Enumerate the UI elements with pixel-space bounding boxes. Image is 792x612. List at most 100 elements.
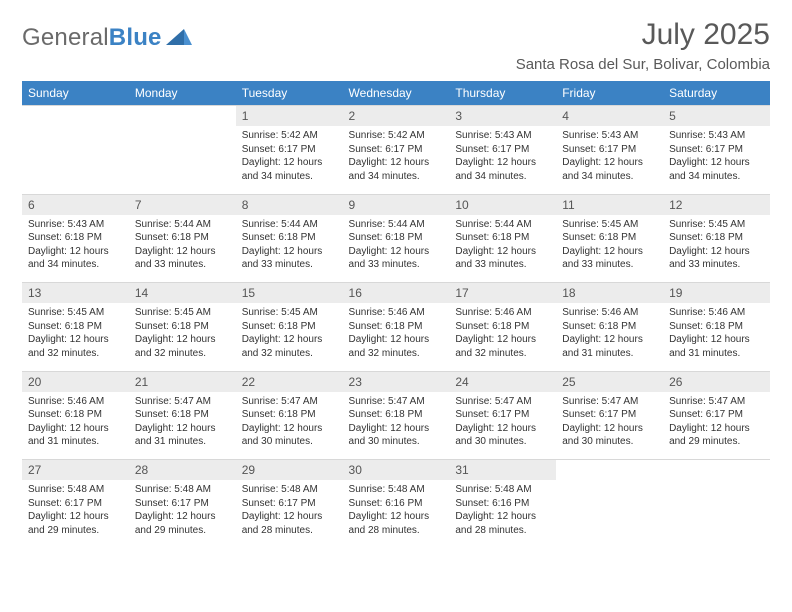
- day-detail-cell: Sunrise: 5:42 AMSunset: 6:17 PMDaylight:…: [343, 126, 450, 194]
- day-sunrise: Sunrise: 5:43 AM: [455, 129, 550, 143]
- day-daylight1: Daylight: 12 hours: [242, 333, 337, 347]
- weekday-header: Thursday: [449, 81, 556, 106]
- day-sunset: Sunset: 6:17 PM: [669, 143, 764, 157]
- day-number-cell: [663, 460, 770, 481]
- day-detail-cell: Sunrise: 5:43 AMSunset: 6:17 PMDaylight:…: [663, 126, 770, 194]
- day-sunset: Sunset: 6:18 PM: [28, 408, 123, 422]
- day-daylight2: and 34 minutes.: [455, 170, 550, 184]
- day-number-cell: 18: [556, 283, 663, 304]
- day-number-row: 2728293031: [22, 460, 770, 481]
- day-daylight1: Daylight: 12 hours: [349, 510, 444, 524]
- day-detail-cell: Sunrise: 5:45 AMSunset: 6:18 PMDaylight:…: [22, 303, 129, 371]
- day-detail-cell: Sunrise: 5:47 AMSunset: 6:17 PMDaylight:…: [556, 392, 663, 460]
- day-sunset: Sunset: 6:17 PM: [242, 143, 337, 157]
- day-sunrise: Sunrise: 5:43 AM: [562, 129, 657, 143]
- day-detail-cell: Sunrise: 5:47 AMSunset: 6:17 PMDaylight:…: [449, 392, 556, 460]
- day-number-cell: 21: [129, 371, 236, 392]
- day-number-cell: [556, 460, 663, 481]
- day-daylight2: and 33 minutes.: [562, 258, 657, 272]
- day-detail-cell: Sunrise: 5:45 AMSunset: 6:18 PMDaylight:…: [556, 215, 663, 283]
- day-daylight2: and 33 minutes.: [455, 258, 550, 272]
- day-sunrise: Sunrise: 5:47 AM: [562, 395, 657, 409]
- weekday-header: Tuesday: [236, 81, 343, 106]
- day-detail-cell: Sunrise: 5:42 AMSunset: 6:17 PMDaylight:…: [236, 126, 343, 194]
- day-number-cell: 7: [129, 194, 236, 215]
- brand-mark-icon: [166, 29, 192, 47]
- day-number-cell: 20: [22, 371, 129, 392]
- day-sunrise: Sunrise: 5:45 AM: [135, 306, 230, 320]
- day-sunset: Sunset: 6:17 PM: [455, 143, 550, 157]
- day-number-cell: 28: [129, 460, 236, 481]
- day-daylight2: and 32 minutes.: [135, 347, 230, 361]
- day-detail-row: Sunrise: 5:45 AM Sunset: 6:18 PM Daylight:…: [22, 303, 770, 371]
- day-sunrise: Sunrise: 5:48 AM: [455, 483, 550, 497]
- day-number-cell: 5: [663, 106, 770, 127]
- day-sunrise: Sunrise: 5:45 AM: [28, 306, 123, 320]
- day-daylight2: and 30 minutes.: [455, 435, 550, 449]
- day-detail-row: Sunrise: 5:42 AMSunset: 6:17 PMDaylight:…: [22, 126, 770, 194]
- day-daylight2: and 34 minutes.: [669, 170, 764, 184]
- day-sunset: Sunset: 6:17 PM: [562, 408, 657, 422]
- day-sunset: Sunset: 6:18 PM: [349, 408, 444, 422]
- day-sunrise: Sunrise: 5:46 AM: [455, 306, 550, 320]
- day-detail-cell: Sunrise: 5:47 AMSunset: 6:18 PMDaylight:…: [343, 392, 450, 460]
- day-sunset: Sunset: 6:18 PM: [455, 320, 550, 334]
- day-number-cell: 1: [236, 106, 343, 127]
- day-sunrise: Sunrise: 5:44 AM: [455, 218, 550, 232]
- day-detail-cell: Sunrise: 5:46 AMSunset: 6:18 PMDaylight:…: [343, 303, 450, 371]
- day-sunrise: Sunrise: 5:47 AM: [455, 395, 550, 409]
- month-title: July 2025: [516, 18, 770, 52]
- day-detail-cell: Sunrise: 5:48 AMSunset: 6:17 PMDaylight:…: [129, 480, 236, 548]
- day-number-cell: 12: [663, 194, 770, 215]
- day-daylight1: Daylight: 12 hours: [455, 245, 550, 259]
- day-sunset: Sunset: 6:18 PM: [349, 231, 444, 245]
- day-number-row: 20212223242526: [22, 371, 770, 392]
- calendar-page: GeneralBlue July 2025 Santa Rosa del Sur…: [0, 0, 792, 612]
- day-number-cell: 13: [22, 283, 129, 304]
- day-number-cell: 30: [343, 460, 450, 481]
- title-block: July 2025 Santa Rosa del Sur, Bolivar, C…: [516, 18, 770, 73]
- day-daylight2: and 29 minutes.: [669, 435, 764, 449]
- day-daylight2: and 29 minutes.: [28, 524, 123, 538]
- day-sunrise: Sunrise: 5:45 AM: [669, 218, 764, 232]
- day-detail-cell: [129, 126, 236, 194]
- day-sunrise: Sunrise: 5:42 AM: [242, 129, 337, 143]
- day-sunset: Sunset: 6:17 PM: [455, 408, 550, 422]
- day-number-cell: 2: [343, 106, 450, 127]
- day-daylight2: and 28 minutes.: [242, 524, 337, 538]
- day-detail-cell: Sunrise: 5:45 AMSunset: 6:18 PMDaylight:…: [129, 303, 236, 371]
- day-number-cell: 14: [129, 283, 236, 304]
- day-sunrise: Sunrise: 5:46 AM: [669, 306, 764, 320]
- day-sunrise: Sunrise: 5:48 AM: [349, 483, 444, 497]
- day-daylight1: Daylight: 12 hours: [669, 422, 764, 436]
- day-detail-cell: Sunrise: 5:48 AMSunset: 6:17 PMDaylight:…: [236, 480, 343, 548]
- day-sunrise: Sunrise: 5:48 AM: [28, 483, 123, 497]
- day-detail-cell: [663, 480, 770, 548]
- day-detail-row: Sunrise: 5:43 AMSunset: 6:18 PMDaylight:…: [22, 215, 770, 283]
- day-sunrise: Sunrise: 5:43 AM: [669, 129, 764, 143]
- brand-name-part2: Blue: [109, 24, 162, 51]
- day-sunset: Sunset: 6:18 PM: [669, 231, 764, 245]
- day-detail-row: Sunrise: 5:46 AMSunset: 6:18 PMDaylight:…: [22, 392, 770, 460]
- day-daylight1: Daylight: 12 hours: [28, 510, 123, 524]
- day-sunset: Sunset: 6:17 PM: [669, 408, 764, 422]
- day-sunset: Sunset: 6:17 PM: [28, 497, 123, 511]
- day-number-cell: 24: [449, 371, 556, 392]
- day-daylight2: and 31 minutes.: [562, 347, 657, 361]
- day-daylight1: Daylight: 12 hours: [669, 156, 764, 170]
- day-detail-cell: Sunrise: 5:44 AMSunset: 6:18 PMDaylight:…: [236, 215, 343, 283]
- day-daylight1: Daylight: 12 hours: [349, 422, 444, 436]
- day-number-cell: 15: [236, 283, 343, 304]
- day-daylight2: and 34 minutes.: [242, 170, 337, 184]
- day-number-cell: 17: [449, 283, 556, 304]
- day-sunrise: Sunrise: 5:48 AM: [135, 483, 230, 497]
- day-detail-cell: Sunrise: 5:48 AMSunset: 6:17 PMDaylight:…: [22, 480, 129, 548]
- day-daylight2: and 32 minutes.: [242, 347, 337, 361]
- day-sunset: Sunset: 6:17 PM: [242, 497, 337, 511]
- day-detail-cell: Sunrise: 5:44 AMSunset: 6:18 PMDaylight:…: [129, 215, 236, 283]
- day-number-cell: 4: [556, 106, 663, 127]
- day-number-cell: 19: [663, 283, 770, 304]
- day-daylight1: Daylight: 12 hours: [28, 333, 123, 347]
- day-sunrise: Sunrise: 5:47 AM: [242, 395, 337, 409]
- day-sunset: Sunset: 6:16 PM: [349, 497, 444, 511]
